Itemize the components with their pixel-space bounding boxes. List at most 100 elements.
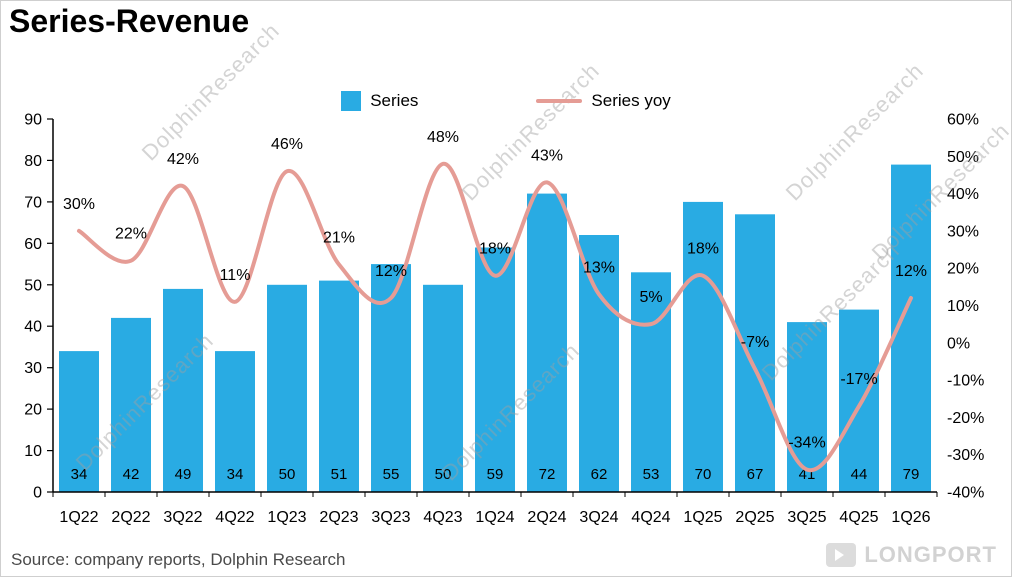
- yoy-line: [77, 161, 913, 473]
- legend-label-series: Series: [370, 91, 419, 110]
- longport-logo: LONGPORT: [826, 542, 997, 568]
- x-axis-label: 3Q22: [163, 509, 202, 526]
- bar-value-label: 50: [435, 466, 452, 483]
- yoy-value-label: 46%: [271, 136, 303, 153]
- left-axis-tick-label: 70: [24, 194, 42, 211]
- x-axis-label: 3Q23: [371, 509, 410, 526]
- yoy-value-label: -17%: [840, 371, 877, 388]
- yoy-value-label: 43%: [531, 147, 563, 164]
- right-axis-tick-label: 20%: [947, 261, 979, 278]
- bar-value-label: 62: [591, 466, 608, 483]
- legend-item-series: Series: [341, 91, 418, 111]
- right-axis-tick-label: 10%: [947, 298, 979, 315]
- yoy-value-label: 12%: [375, 263, 407, 280]
- yoy-value-label: 30%: [63, 196, 95, 213]
- bar: [215, 351, 255, 492]
- yoy-value-label: 48%: [427, 129, 459, 146]
- x-axis-label: 1Q22: [59, 509, 98, 526]
- chart-legend: Series Series yoy: [1, 91, 1011, 111]
- bar: [267, 284, 307, 492]
- chart-title: Series-Revenue: [9, 3, 250, 39]
- bar-value-label: 53: [643, 466, 660, 483]
- yoy-value-label: -7%: [741, 334, 769, 351]
- left-axis-tick-label: 60: [24, 236, 42, 253]
- right-axis-tick-label: -40%: [947, 485, 984, 502]
- yoy-value-label: 42%: [167, 151, 199, 168]
- legend-line-swatch: [536, 99, 583, 103]
- right-axis-tick-label: 30%: [947, 223, 979, 240]
- left-axis-tick-label: 20: [24, 402, 42, 419]
- bar-value-label: 59: [487, 466, 504, 483]
- bar: [527, 193, 567, 492]
- bar-value-label: 34: [227, 466, 244, 483]
- bar: [423, 284, 463, 492]
- bar-value-label: 49: [175, 466, 192, 483]
- longport-logo-icon: [826, 543, 857, 567]
- right-axis-tick-label: -10%: [947, 373, 984, 390]
- yoy-value-label: 11%: [220, 267, 251, 284]
- bar: [735, 214, 775, 493]
- right-axis-tick-label: 50%: [947, 149, 979, 166]
- legend-bar-swatch: [341, 91, 362, 111]
- yoy-value-label: 22%: [115, 226, 147, 243]
- bar-value-label: 55: [383, 466, 400, 483]
- left-axis-tick-label: 90: [24, 112, 42, 129]
- x-axis-label: 2Q25: [735, 509, 774, 526]
- x-axis-label: 2Q24: [527, 509, 566, 526]
- bar-value-label: 44: [851, 466, 868, 483]
- left-axis-tick-label: 80: [24, 153, 42, 170]
- bar-value-label: 79: [903, 466, 920, 483]
- source-note: Source: company reports, Dolphin Researc…: [11, 550, 346, 569]
- longport-logo-text: LONGPORT: [864, 542, 997, 567]
- right-axis-tick-label: -30%: [947, 447, 984, 464]
- bar: [579, 235, 619, 492]
- bar-value-label: 70: [695, 466, 712, 483]
- bar: [631, 272, 671, 492]
- bar: [59, 351, 99, 492]
- x-axis-label: 4Q25: [839, 509, 878, 526]
- legend-label-series-yoy: Series yoy: [591, 91, 671, 110]
- bar-value-label: 34: [71, 466, 88, 483]
- x-axis-label: 3Q25: [787, 509, 826, 526]
- bar: [163, 288, 203, 492]
- yoy-value-label: -34%: [788, 435, 825, 452]
- bar-value-label: 50: [279, 466, 296, 483]
- bar-value-label: 51: [331, 466, 348, 483]
- bar: [475, 247, 515, 492]
- yoy-value-label: 18%: [479, 241, 511, 258]
- left-axis-tick-label: 0: [33, 485, 42, 502]
- right-axis-tick-label: 60%: [947, 112, 979, 129]
- x-axis-label: 2Q22: [111, 509, 150, 526]
- x-axis-label: 1Q25: [683, 509, 722, 526]
- left-axis-tick-label: 10: [24, 443, 42, 460]
- x-axis-label: 4Q24: [631, 509, 670, 526]
- yoy-value-label: 12%: [895, 263, 927, 280]
- right-axis-tick-label: -20%: [947, 410, 984, 427]
- legend-item-series-yoy: Series yoy: [536, 91, 671, 111]
- x-axis-label: 2Q23: [319, 509, 358, 526]
- yoy-value-label: 18%: [687, 241, 719, 258]
- bar-value-label: 67: [747, 466, 764, 483]
- bar: [839, 309, 879, 492]
- bar: [683, 201, 723, 492]
- yoy-value-label: 5%: [639, 289, 662, 306]
- right-axis-tick-label: 40%: [947, 186, 979, 203]
- right-axis-tick-label: 0%: [947, 335, 970, 352]
- bar-value-label: 42: [123, 466, 140, 483]
- left-axis-tick-label: 50: [24, 277, 42, 294]
- yoy-value-label: 21%: [323, 230, 355, 247]
- bar: [319, 280, 359, 492]
- x-axis-label: 4Q22: [215, 509, 254, 526]
- bar: [111, 317, 151, 492]
- x-axis-label: 4Q23: [423, 509, 462, 526]
- x-axis-label: 1Q26: [891, 509, 930, 526]
- left-axis-tick-label: 30: [24, 360, 42, 377]
- left-axis-tick-label: 40: [24, 319, 42, 336]
- x-axis-label: 1Q23: [267, 509, 306, 526]
- x-axis-label: 1Q24: [475, 509, 514, 526]
- yoy-value-label: 13%: [583, 259, 615, 276]
- bar-value-label: 72: [539, 466, 556, 483]
- x-axis-label: 3Q24: [579, 509, 618, 526]
